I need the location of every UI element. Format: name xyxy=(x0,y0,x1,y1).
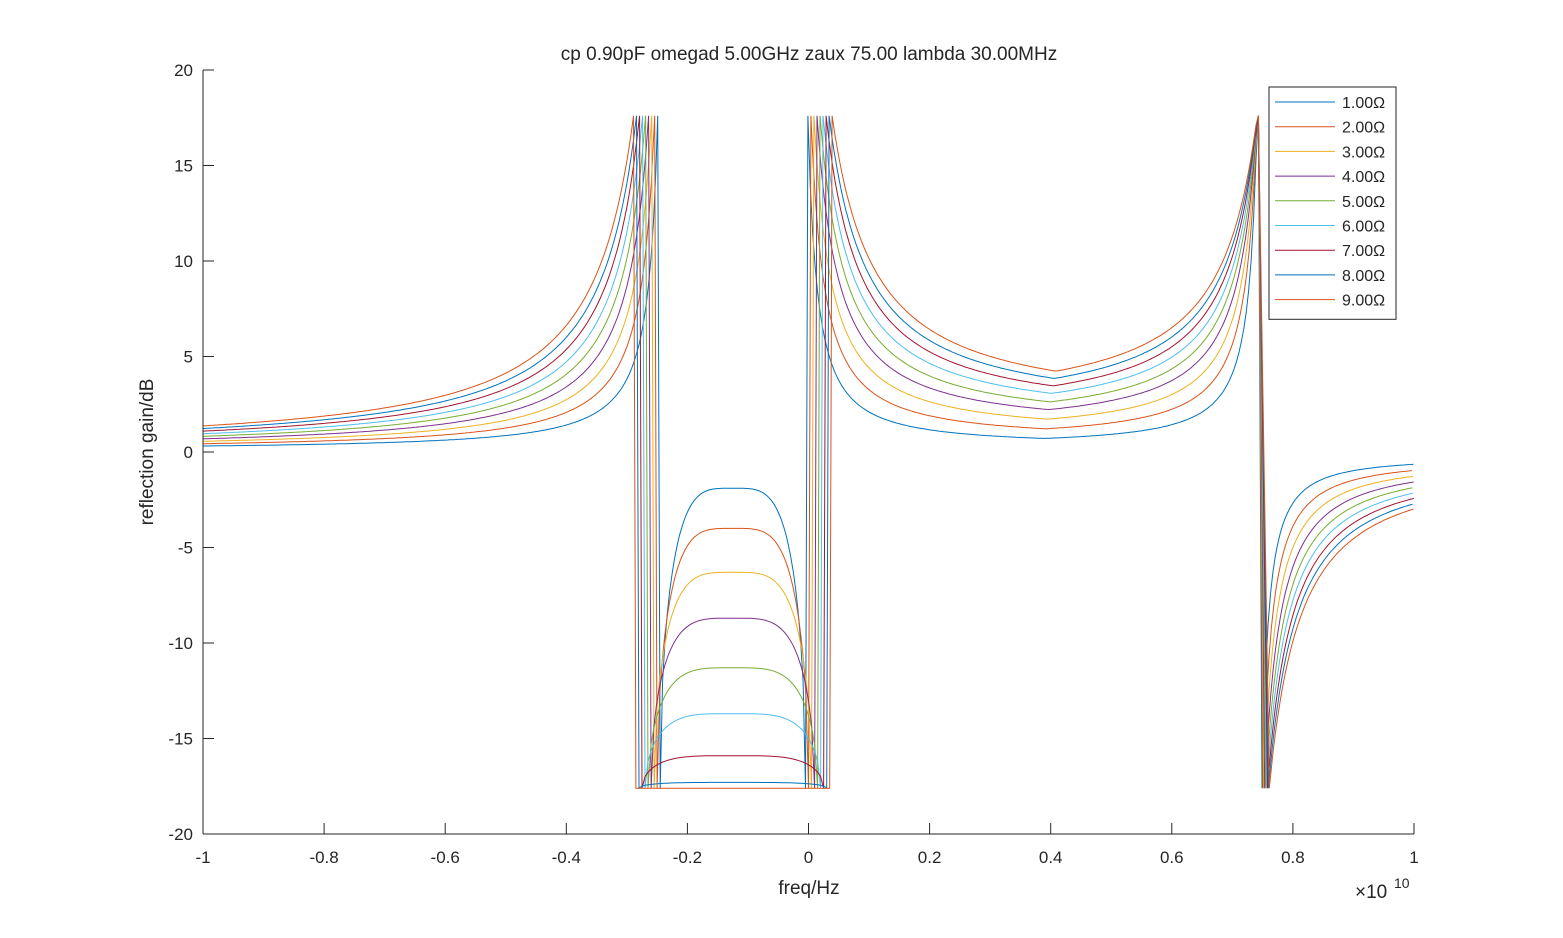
series-line-5 xyxy=(202,115,1413,789)
x-exponent-base: ×10 xyxy=(1355,882,1387,903)
legend-entry: 3.00Ω xyxy=(1342,144,1385,161)
legend-entry: 6.00Ω xyxy=(1342,219,1385,236)
series-line-2 xyxy=(203,115,1412,789)
axes: -1 -0.8 -0.6 -0.4 -0.2 0 0.2 0.4 0.6 0.8 1 -20 -15 -1… xyxy=(168,61,1418,867)
legend[interactable]: 1.00Ω 2.00Ω 3.00Ω 4.00Ω 5.00Ω 6.00Ω 7.00Ω 8.00Ω… xyxy=(1268,86,1397,320)
series-line-1 xyxy=(203,115,1414,789)
series-line-8 xyxy=(202,115,1413,790)
x-tick-label: 0 xyxy=(804,848,813,867)
legend-entry: 5.00Ω xyxy=(1342,194,1385,211)
x-tick-label: 0.4 xyxy=(1039,848,1063,867)
x-tick-label: -0.6 xyxy=(431,848,460,867)
series-line-6 xyxy=(202,115,1414,789)
y-tick-label: -20 xyxy=(168,825,193,844)
series-line-4 xyxy=(202,115,1414,789)
y-tick-label: 20 xyxy=(174,61,193,80)
x-tick-label: -0.2 xyxy=(673,848,702,867)
x-axis-label: freq/Hz xyxy=(778,878,839,899)
y-tick-label: 5 xyxy=(184,348,193,367)
legend-entry: 2.00Ω xyxy=(1342,120,1385,137)
x-tick-label: 0.8 xyxy=(1281,848,1305,867)
series-line-9 xyxy=(202,115,1414,789)
legend-entry: 1.00Ω xyxy=(1342,95,1385,112)
y-tick-label: 10 xyxy=(174,252,193,271)
x-tick-label: -0.8 xyxy=(309,848,338,867)
x-exponent-power: 10 xyxy=(1394,875,1410,891)
y-tick-label: -10 xyxy=(168,634,193,653)
x-tick-label: -0.4 xyxy=(552,848,581,867)
x-tick-label: 1 xyxy=(1409,848,1418,867)
legend-entry: 8.00Ω xyxy=(1342,268,1385,285)
y-tick-label: -15 xyxy=(168,730,193,749)
x-exponent-label: ×10 10 xyxy=(1355,875,1410,903)
y-tick-label: 15 xyxy=(174,157,193,176)
y-axis-label: reflection gain/dB xyxy=(137,379,158,526)
x-tick-label: 0.6 xyxy=(1160,848,1184,867)
x-tick-label: -1 xyxy=(195,848,210,867)
legend-entry: 7.00Ω xyxy=(1342,243,1385,260)
series-line-7 xyxy=(202,115,1415,789)
legend-box xyxy=(1268,86,1397,320)
legend-entry: 4.00Ω xyxy=(1342,169,1385,186)
x-tick-label: 0.2 xyxy=(918,848,942,867)
chart-title: cp 0.90pF omegad 5.00GHz zaux 75.00 lamb… xyxy=(561,44,1057,65)
y-tick-label: -5 xyxy=(178,539,193,558)
plot-series xyxy=(202,115,1415,790)
y-tick-label: 0 xyxy=(184,443,193,462)
legend-entry: 9.00Ω xyxy=(1342,293,1385,310)
